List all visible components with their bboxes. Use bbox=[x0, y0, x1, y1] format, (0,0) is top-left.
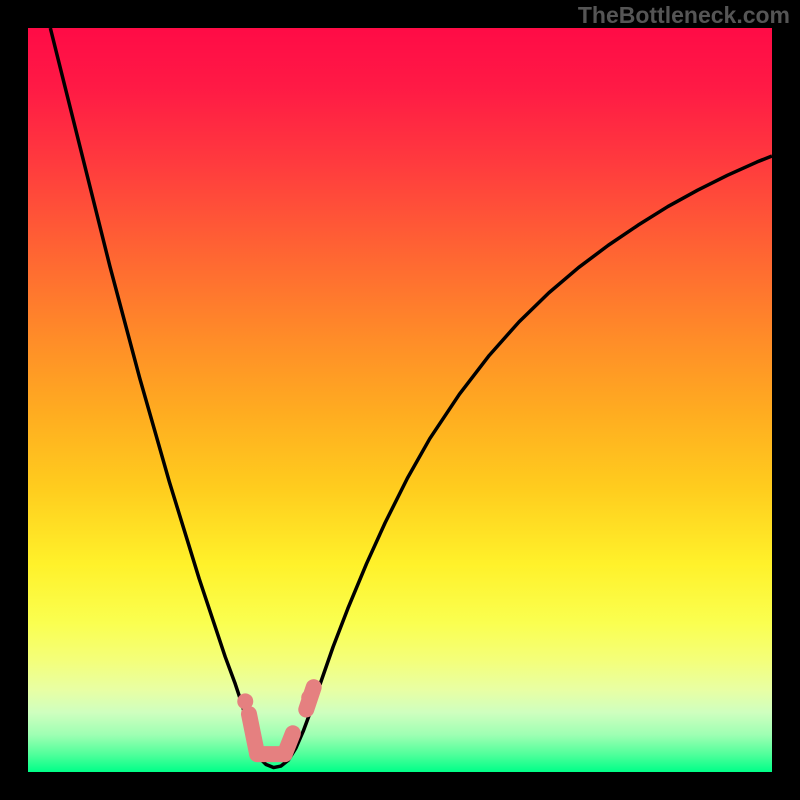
gradient-background bbox=[28, 28, 772, 772]
plot-area bbox=[28, 28, 772, 772]
chart-frame: TheBottleneck.com bbox=[0, 0, 800, 800]
watermark-label: TheBottleneck.com bbox=[578, 2, 790, 29]
chart-svg bbox=[28, 28, 772, 772]
